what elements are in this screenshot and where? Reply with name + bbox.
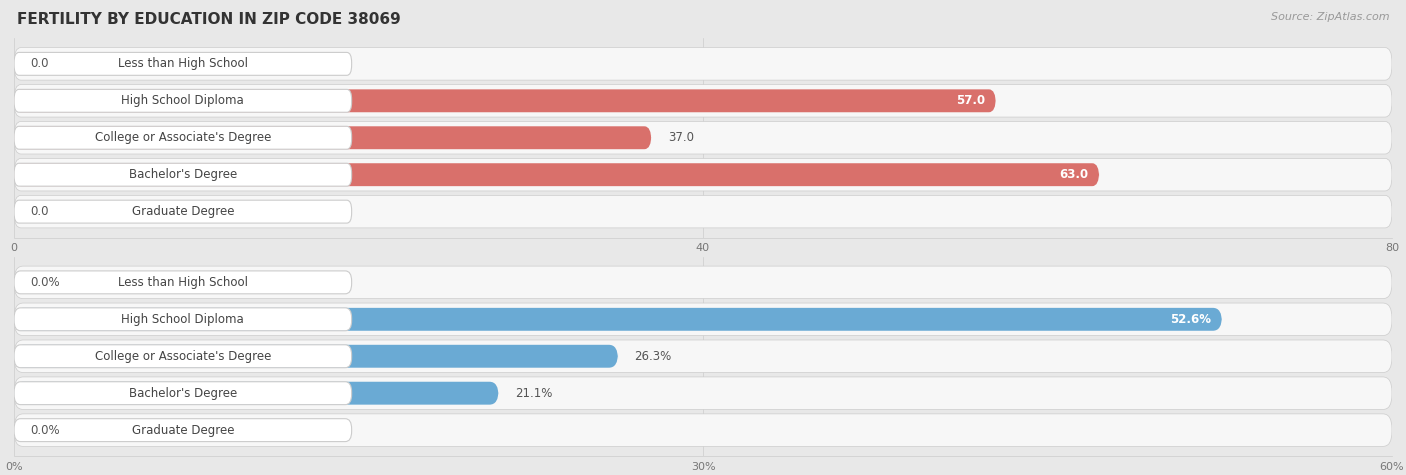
Text: 0.0%: 0.0% xyxy=(31,424,60,437)
Text: High School Diploma: High School Diploma xyxy=(121,95,245,107)
Text: Source: ZipAtlas.com: Source: ZipAtlas.com xyxy=(1271,12,1389,22)
FancyBboxPatch shape xyxy=(14,382,352,405)
Text: 0.0%: 0.0% xyxy=(31,276,60,289)
FancyBboxPatch shape xyxy=(14,126,352,149)
Text: 37.0: 37.0 xyxy=(668,131,695,144)
Text: 63.0: 63.0 xyxy=(1059,168,1088,181)
Text: Less than High School: Less than High School xyxy=(118,57,247,70)
Text: Bachelor's Degree: Bachelor's Degree xyxy=(129,168,238,181)
FancyBboxPatch shape xyxy=(14,85,1392,117)
FancyBboxPatch shape xyxy=(14,52,352,76)
Text: Less than High School: Less than High School xyxy=(118,276,247,289)
FancyBboxPatch shape xyxy=(14,303,1392,335)
Text: High School Diploma: High School Diploma xyxy=(121,313,245,326)
Text: FERTILITY BY EDUCATION IN ZIP CODE 38069: FERTILITY BY EDUCATION IN ZIP CODE 38069 xyxy=(17,12,401,27)
FancyBboxPatch shape xyxy=(14,340,1392,372)
FancyBboxPatch shape xyxy=(14,159,1392,191)
FancyBboxPatch shape xyxy=(14,308,1222,331)
FancyBboxPatch shape xyxy=(14,266,1392,299)
Text: College or Associate's Degree: College or Associate's Degree xyxy=(94,350,271,363)
FancyBboxPatch shape xyxy=(14,377,1392,409)
FancyBboxPatch shape xyxy=(14,414,1392,446)
FancyBboxPatch shape xyxy=(14,271,352,294)
Text: 21.1%: 21.1% xyxy=(515,387,553,399)
Text: 0.0: 0.0 xyxy=(31,205,49,218)
FancyBboxPatch shape xyxy=(14,163,1099,186)
FancyBboxPatch shape xyxy=(14,195,1392,228)
Text: College or Associate's Degree: College or Associate's Degree xyxy=(94,131,271,144)
FancyBboxPatch shape xyxy=(14,89,352,112)
FancyBboxPatch shape xyxy=(14,345,352,368)
Text: 52.6%: 52.6% xyxy=(1170,313,1211,326)
FancyBboxPatch shape xyxy=(14,308,352,331)
Text: Graduate Degree: Graduate Degree xyxy=(132,205,235,218)
Text: 0.0: 0.0 xyxy=(31,57,49,70)
Text: 57.0: 57.0 xyxy=(956,95,984,107)
Text: 26.3%: 26.3% xyxy=(634,350,672,363)
FancyBboxPatch shape xyxy=(14,163,352,186)
FancyBboxPatch shape xyxy=(14,418,352,442)
FancyBboxPatch shape xyxy=(14,382,499,405)
FancyBboxPatch shape xyxy=(14,126,651,149)
FancyBboxPatch shape xyxy=(14,122,1392,154)
Text: Bachelor's Degree: Bachelor's Degree xyxy=(129,387,238,399)
FancyBboxPatch shape xyxy=(14,345,619,368)
FancyBboxPatch shape xyxy=(14,89,995,112)
FancyBboxPatch shape xyxy=(14,200,352,223)
FancyBboxPatch shape xyxy=(14,48,1392,80)
Text: Graduate Degree: Graduate Degree xyxy=(132,424,235,437)
